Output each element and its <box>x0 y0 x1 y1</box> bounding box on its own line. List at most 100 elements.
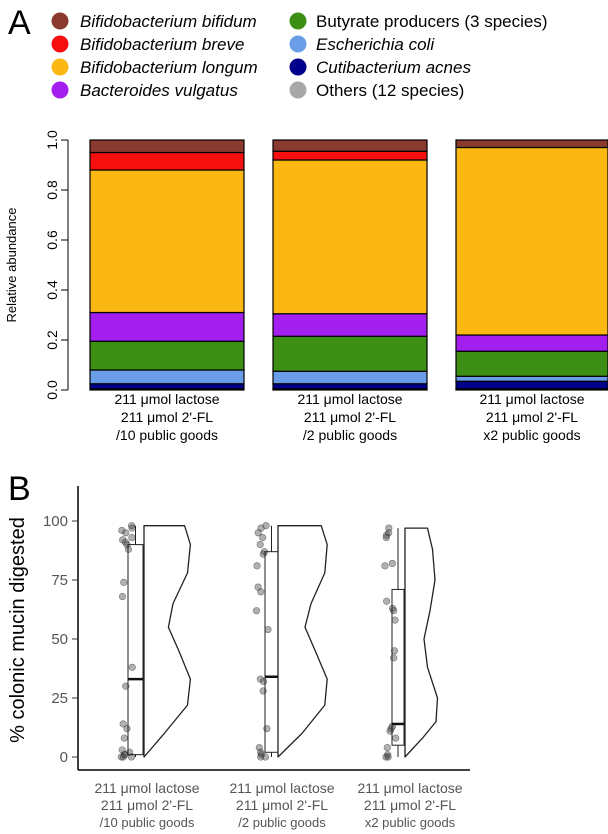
x-category-label: x2 public goods <box>483 427 580 443</box>
bar-segment <box>89 383 245 390</box>
legend-label: Bifidobacterium bifidum <box>80 12 257 31</box>
stacked-bar-chart: 0.0 0.2 0.4 0.6 0.8 1.0 Relative abundance 211 … <box>4 130 608 443</box>
bar-segment <box>272 383 428 390</box>
data-point <box>390 654 398 662</box>
data-point <box>128 663 136 671</box>
x-category-label: x2 public goods <box>365 815 456 830</box>
bar-segment <box>89 139 245 154</box>
data-point <box>128 533 136 542</box>
data-point <box>119 720 127 728</box>
data-point <box>252 607 261 615</box>
data-point <box>128 522 136 530</box>
bar-segment <box>272 159 428 315</box>
bar-segment <box>272 139 428 152</box>
data-point <box>392 734 400 742</box>
legend-label: Cutibacterium acnes <box>316 58 471 77</box>
data-point <box>390 607 398 615</box>
data-point <box>120 578 128 586</box>
legend-swatch <box>51 12 69 30</box>
x-category-label: /2 public goods <box>303 427 397 443</box>
data-point <box>384 753 392 761</box>
box-body <box>391 588 405 746</box>
raincloud-chart: 0 25 50 75 100 % colonic mucin digested 211 μm… <box>7 486 470 830</box>
data-point <box>259 677 268 686</box>
x-category-label: 211 μmol 2'-FL <box>304 409 396 425</box>
y-tick-label: 100 <box>43 513 68 530</box>
data-point <box>388 559 396 568</box>
legend-label: Bifidobacterium longum <box>80 58 258 77</box>
bar-segment <box>272 150 428 161</box>
data-point <box>253 562 261 570</box>
data-point <box>391 616 399 624</box>
x-category-label: /2 public goods <box>238 815 326 830</box>
bar-segment <box>272 370 428 385</box>
legend-swatch <box>51 35 69 53</box>
y-tick-label: 0 <box>60 749 68 766</box>
data-point <box>122 682 130 690</box>
bar-segment <box>455 350 608 377</box>
data-point <box>259 533 267 542</box>
bar-segment <box>89 151 245 171</box>
legend-swatch <box>289 81 307 99</box>
data-point <box>254 529 262 537</box>
data-point <box>257 588 265 596</box>
data-point <box>118 526 126 535</box>
legend-swatch <box>289 58 307 76</box>
x-category-label: 211 μmol lactose <box>479 391 584 407</box>
legend-label: Butyrate producers (3 species) <box>316 12 548 31</box>
data-point <box>382 531 391 539</box>
half-violin <box>404 527 439 758</box>
bar-segment <box>89 340 245 371</box>
half-violin <box>277 525 328 758</box>
x-category-label: /10 public goods <box>116 427 218 443</box>
bar-segment <box>272 335 428 372</box>
y-axis-label: Relative abundance <box>4 208 19 323</box>
data-point <box>383 597 391 605</box>
x-category-label: 211 μmol 2'-FL <box>121 409 213 425</box>
data-point <box>128 524 136 532</box>
data-point <box>264 625 272 634</box>
legend-label: Bifidobacterium breve <box>80 35 244 54</box>
legend-label: Escherichia coli <box>316 35 435 54</box>
legend: Bifidobacterium bifidum Bifidobacterium b… <box>51 12 548 100</box>
data-point <box>117 753 125 761</box>
data-point <box>382 533 390 542</box>
data-point <box>256 540 264 549</box>
data-point <box>390 647 399 655</box>
bar-segment <box>89 169 245 314</box>
x-category-label: /10 public goods <box>100 815 195 830</box>
y-axis-label: % colonic mucin digested <box>7 517 29 743</box>
bar-segment <box>455 334 608 352</box>
data-point <box>118 592 127 601</box>
x-category-label: 211 μmol lactose <box>229 780 334 796</box>
y-tick-label: 75 <box>51 572 68 589</box>
y-tick-label: 0.2 <box>44 330 60 350</box>
x-category-label: 211 μmol 2'-FL <box>236 797 328 813</box>
data-point <box>382 753 390 761</box>
x-category-label: 211 μmol 2'-FL <box>101 797 193 813</box>
data-point <box>127 753 136 761</box>
legend-label: Others (12 species) <box>316 81 464 100</box>
bar-segment <box>455 139 608 149</box>
y-tick-label: 1.0 <box>44 130 60 150</box>
data-point <box>261 753 270 761</box>
panel-a-letter: A <box>8 4 31 42</box>
legend-swatch <box>51 58 69 76</box>
legend-swatch <box>289 35 307 53</box>
half-violin <box>143 525 192 758</box>
x-category-label: 211 μmol 2'-FL <box>364 797 456 813</box>
y-tick-label: 25 <box>51 690 68 707</box>
x-category-label: 211 μmol lactose <box>114 391 219 407</box>
data-point <box>123 725 131 733</box>
data-point <box>383 743 391 752</box>
x-category-label: 211 μmol lactose <box>94 780 199 796</box>
bar-segment <box>455 146 608 336</box>
y-tick-label: 0.6 <box>44 230 60 250</box>
x-category-label: 211 μmol 2'-FL <box>486 409 578 425</box>
data-point <box>119 753 127 761</box>
bar-segment <box>455 375 608 382</box>
legend-swatch <box>51 81 69 99</box>
panel-b-letter: B <box>8 470 31 508</box>
data-point <box>122 529 130 537</box>
